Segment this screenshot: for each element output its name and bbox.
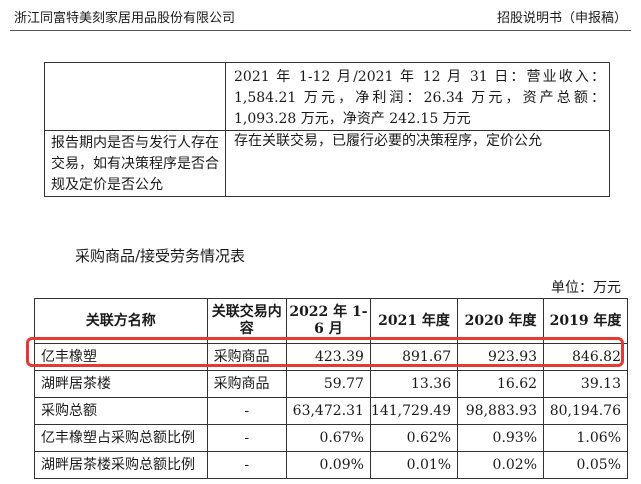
cell-2020: 98,883.93 (457, 397, 545, 425)
cell-type: - (206, 424, 288, 452)
related-party-info-table: 2021 年 1-12 月/2021 年 12 月 31 日：营业收入：1,58… (44, 62, 610, 197)
transaction-question-cell: 报告期内是否与发行人存在交易，如有决策程序是否合规及定价是否公允 (44, 130, 226, 197)
table-row: 采购总额 - 63,472.31 141,729.49 98,883.93 80… (34, 397, 628, 425)
col-header-2021: 2021 年度 (369, 298, 459, 344)
empty-label-cell (44, 62, 226, 131)
cell-2021: 141,729.49 (369, 397, 459, 425)
cell-2021: 0.01% (369, 451, 459, 479)
cell-2019: 39.13 (543, 370, 628, 398)
cell-2019: 80,194.76 (543, 397, 628, 425)
cell-name: 亿丰橡塑占采购总额比例 (34, 424, 208, 452)
cell-2020: 16.62 (457, 370, 545, 398)
col-header-2020: 2020 年度 (457, 298, 545, 344)
unit-label: 单位：万元 (551, 280, 621, 296)
cell-2020: 0.93% (457, 424, 545, 452)
cell-2021: 891.67 (369, 343, 459, 371)
col-header-name: 关联方名称 (34, 298, 208, 344)
cell-2019: 0.05% (543, 451, 628, 479)
cell-2021: 13.36 (369, 370, 459, 398)
cell-2020: 0.02% (457, 451, 545, 479)
table-row: 湖畔居茶楼采购总额比例 - 0.09% 0.01% 0.02% 0.05% (34, 451, 628, 479)
table-row: 亿丰橡塑占采购总额比例 - 0.67% 0.62% 0.93% 1.06% (34, 424, 628, 452)
document-type: 招股说明书（申报稿） (496, 11, 627, 26)
col-header-2022: 2022 年 1-6 月 (286, 298, 371, 344)
cell-2022: 423.39 (286, 343, 371, 371)
cell-2022: 0.67% (286, 424, 371, 452)
table-header-row: 关联方名称 关联交易内容 2022 年 1-6 月 2021 年度 2020 年… (34, 298, 628, 344)
col-header-type: 关联交易内容 (206, 298, 288, 344)
col-header-2019: 2019 年度 (543, 298, 628, 344)
cell-name: 采购总额 (34, 397, 208, 425)
table-row: 报告期内是否与发行人存在交易，如有决策程序是否合规及定价是否公允 存在关联交易，… (44, 130, 610, 197)
cell-2019: 846.82 (543, 343, 628, 371)
cell-2022: 59.77 (286, 370, 371, 398)
purchase-table: 关联方名称 关联交易内容 2022 年 1-6 月 2021 年度 2020 年… (34, 298, 628, 479)
transaction-answer-cell: 存在关联交易，已履行必要的决策程序，定价公允 (225, 130, 610, 197)
cell-type: - (206, 397, 288, 425)
table-row: 亿丰橡塑 采购商品 423.39 891.67 923.93 846.82 (34, 343, 628, 371)
cell-2019: 1.06% (543, 424, 628, 452)
cell-2022: 63,472.31 (286, 397, 371, 425)
table-row: 2021 年 1-12 月/2021 年 12 月 31 日：营业收入：1,58… (44, 62, 610, 131)
cell-type: 采购商品 (206, 370, 288, 398)
page-header: 浙江同富特美刻家居用品股份有限公司 招股说明书（申报稿） (10, 0, 631, 31)
cell-name: 湖畔居茶楼采购总额比例 (34, 451, 208, 479)
cell-type: - (206, 451, 288, 479)
cell-2022: 0.09% (286, 451, 371, 479)
cell-type: 采购商品 (206, 343, 288, 371)
cell-2020: 923.93 (457, 343, 545, 371)
cell-name: 亿丰橡塑 (34, 343, 208, 371)
company-name: 浙江同富特美刻家居用品股份有限公司 (14, 11, 236, 26)
cell-2021: 0.62% (369, 424, 459, 452)
cell-name: 湖畔居茶楼 (34, 370, 208, 398)
table-caption: 采购商品/接受劳务情况表 (75, 247, 246, 265)
table-row: 湖畔居茶楼 采购商品 59.77 13.36 16.62 39.13 (34, 370, 628, 398)
financial-summary-cell: 2021 年 1-12 月/2021 年 12 月 31 日：营业收入：1,58… (225, 62, 610, 131)
